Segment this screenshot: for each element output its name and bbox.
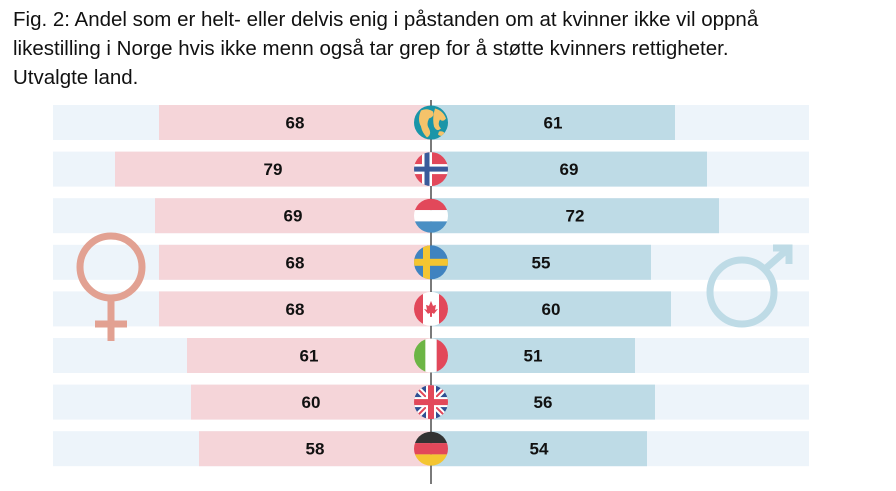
value-label-male-sweden: 55 xyxy=(532,253,551,272)
uk-flag-icon xyxy=(414,385,448,420)
bar-female-norway xyxy=(115,151,431,187)
canada-flag-icon xyxy=(414,291,448,326)
bar-female-sweden xyxy=(159,244,431,280)
bar-female-united-kingdom xyxy=(191,384,431,420)
bar-male-global xyxy=(431,105,675,140)
title-line-3: Utvalgte land. xyxy=(13,66,139,89)
value-label-female-germany: 58 xyxy=(306,440,325,459)
value-label-female-italy: 61 xyxy=(300,347,319,366)
title-line-2: likestilling i Norge hvis ikke menn også… xyxy=(13,37,729,60)
value-label-male-canada: 60 xyxy=(542,300,561,319)
bar-male-canada xyxy=(431,291,671,327)
bar-female-italy xyxy=(187,338,431,373)
bar-male-sweden xyxy=(431,244,651,280)
value-label-male-norway: 69 xyxy=(560,160,579,179)
value-label-female-norway: 79 xyxy=(264,160,283,179)
sweden-flag-icon xyxy=(414,245,448,280)
value-label-male-global: 61 xyxy=(544,114,563,133)
bar-female-netherlands xyxy=(155,198,431,234)
bar-male-netherlands xyxy=(431,198,719,234)
bar-female-canada xyxy=(159,291,431,327)
value-label-male-netherlands: 72 xyxy=(566,207,585,226)
title-line-1: Fig. 2: Andel som er helt- eller delvis … xyxy=(13,8,759,31)
bar-male-united-kingdom xyxy=(431,384,655,420)
globe-icon xyxy=(414,105,448,140)
chart-title: Fig. 2: Andel som er helt- eller delvis … xyxy=(13,5,893,92)
value-label-female-netherlands: 69 xyxy=(284,207,303,226)
netherlands-flag-icon xyxy=(414,198,448,233)
value-label-female-united-kingdom: 60 xyxy=(302,393,321,412)
male-symbol-icon xyxy=(706,244,793,328)
bar-male-germany xyxy=(431,431,647,467)
italy-flag-icon xyxy=(414,338,448,373)
value-label-female-sweden: 68 xyxy=(286,253,305,272)
value-label-male-italy: 51 xyxy=(524,347,543,366)
value-label-female-global: 68 xyxy=(286,114,305,133)
value-label-male-germany: 54 xyxy=(530,440,549,459)
germany-flag-icon xyxy=(414,431,448,466)
bar-male-italy xyxy=(431,338,635,373)
value-label-male-united-kingdom: 56 xyxy=(534,393,553,412)
bar-male-norway xyxy=(431,151,707,187)
bar-female-germany xyxy=(199,431,431,467)
female-symbol-icon xyxy=(76,232,146,341)
bar-female-global xyxy=(159,105,431,140)
norway-flag-icon xyxy=(414,152,448,187)
value-label-female-canada: 68 xyxy=(286,300,305,319)
